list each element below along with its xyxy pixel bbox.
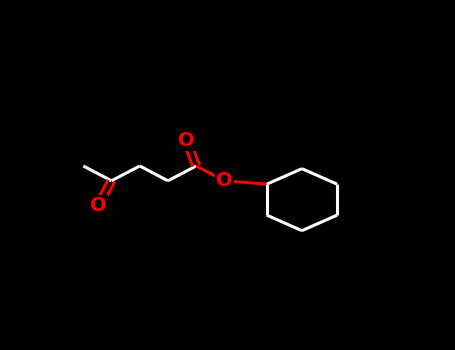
Text: O: O <box>216 171 233 190</box>
Text: O: O <box>178 131 195 150</box>
Text: O: O <box>90 196 107 215</box>
